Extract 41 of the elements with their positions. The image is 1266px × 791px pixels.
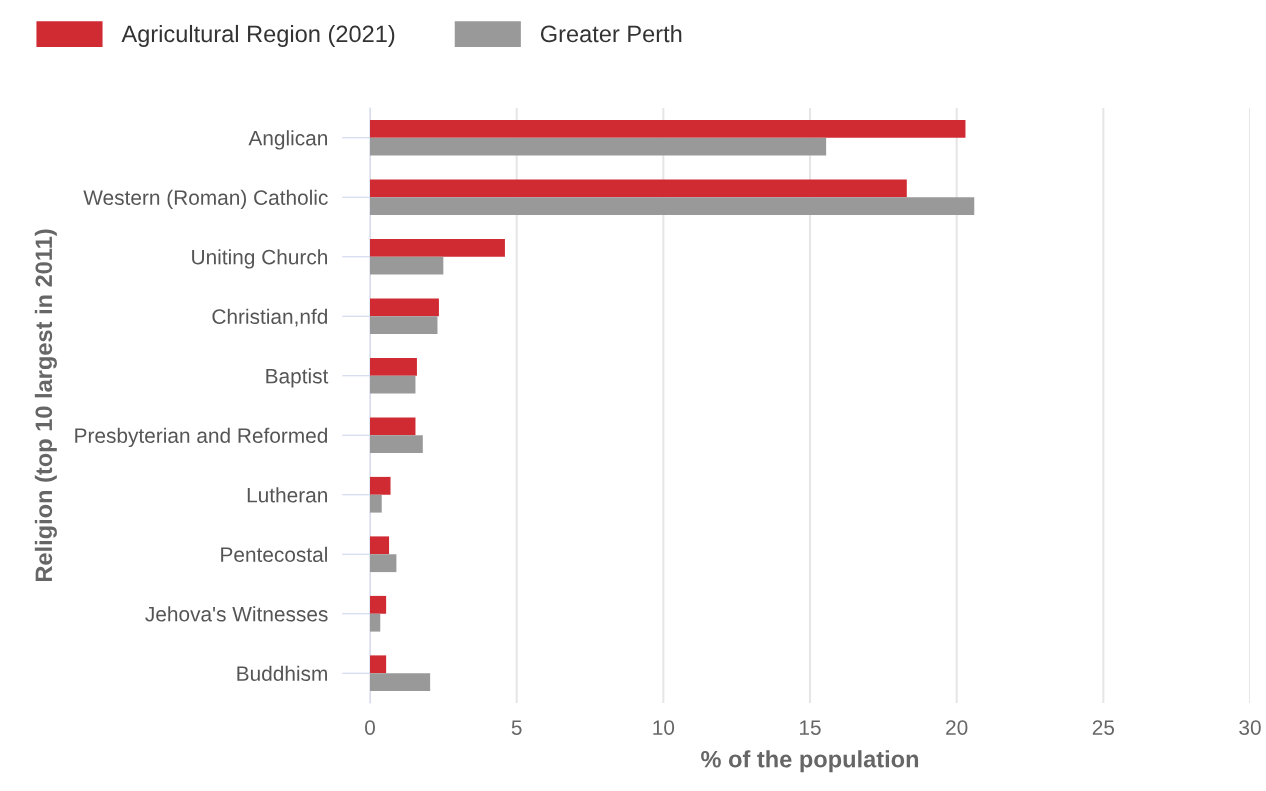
bar — [370, 554, 397, 573]
x-tick-label: 30 — [1239, 720, 1261, 735]
y-tick-label: Pentecostal — [221, 546, 327, 562]
legend-label: Agricultural Region (2021) — [121, 24, 395, 47]
x-tick-label: 0 — [365, 720, 375, 735]
y-axis-title: Religion (top 10 largest in 2011) — [34, 229, 57, 582]
x-tick-label: 15 — [800, 720, 821, 735]
bar — [370, 655, 387, 674]
bar — [370, 417, 416, 436]
y-tick-label: Christian,nfd — [212, 308, 327, 327]
bar — [370, 298, 439, 317]
y-tick-label: Jehova's Witnesses — [145, 606, 328, 622]
x-tick-label: 10 — [653, 720, 675, 735]
bar — [370, 673, 431, 692]
bar — [370, 375, 416, 394]
bar — [370, 179, 907, 198]
legend-label: Greater Perth — [540, 24, 682, 43]
y-tick-label: Western (Roman) Catholic — [83, 189, 328, 210]
bar — [370, 595, 387, 614]
y-tick-label: Baptist — [266, 368, 329, 388]
bar — [370, 316, 438, 335]
bar — [370, 476, 391, 495]
bar — [370, 357, 417, 376]
bar — [370, 536, 390, 555]
bar — [370, 137, 827, 156]
bar — [370, 256, 444, 275]
y-tick-label: Lutheran — [247, 487, 327, 503]
bar — [370, 238, 505, 257]
x-tick-label: 5 — [511, 720, 522, 735]
y-tick-label: Buddhism — [237, 665, 327, 681]
y-tick-label: Presbyterian and Reformed — [75, 427, 328, 448]
x-axis-title: % of the population — [701, 750, 919, 773]
bar — [370, 613, 381, 632]
bar — [370, 494, 382, 513]
y-tick-label: Anglican — [248, 130, 327, 150]
bar — [370, 197, 975, 216]
y-tick-label: Uniting Church — [192, 249, 327, 269]
x-tick-label: 25 — [1092, 720, 1115, 735]
bar — [370, 119, 966, 138]
bar — [370, 435, 423, 454]
x-tick-label: 20 — [946, 720, 968, 735]
